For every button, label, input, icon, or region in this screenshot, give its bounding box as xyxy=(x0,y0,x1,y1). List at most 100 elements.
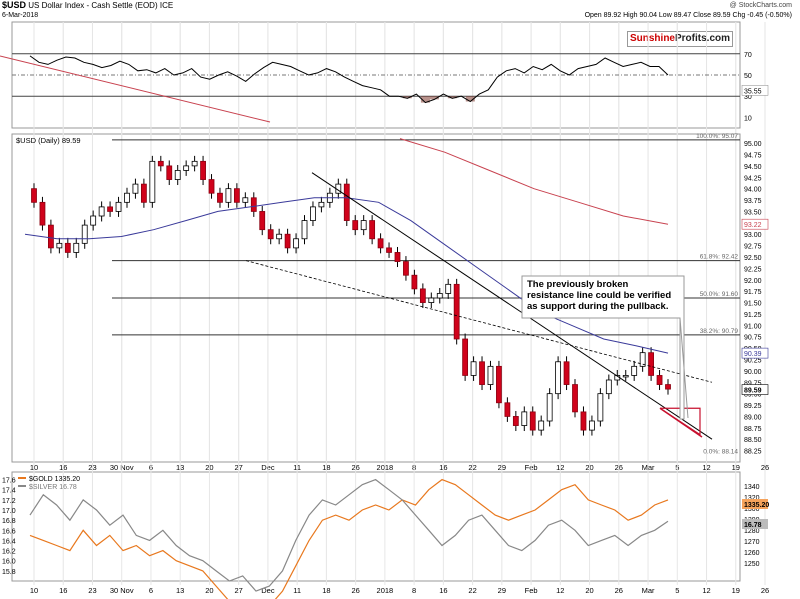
x-tick-label-metals: 11 xyxy=(293,586,301,595)
candle-body xyxy=(411,274,418,290)
candle-body xyxy=(98,206,105,217)
metals-right-tick: 1320 xyxy=(744,495,760,502)
candle-body xyxy=(369,220,376,240)
x-tick-label-metals: 16 xyxy=(439,586,447,595)
usd-y-tick: 92.75 xyxy=(744,244,762,251)
resistance-trendline xyxy=(311,172,713,440)
chart-title: $USD US Dollar Index - Cash Settle (EOD)… xyxy=(2,0,174,11)
candle-body xyxy=(174,170,181,180)
candle-body xyxy=(403,261,409,276)
candle-body xyxy=(648,352,654,376)
candle-body xyxy=(436,293,443,299)
usd-y-tick: 95.00 xyxy=(744,141,762,148)
metals-right-tick: 1250 xyxy=(744,561,760,568)
rsi-y-tick: 10 xyxy=(744,115,752,122)
candle-body xyxy=(470,361,477,376)
metals-left-tick: 17.2 xyxy=(2,498,16,505)
x-tick-label-metals: 19 xyxy=(732,586,740,595)
x-tick-label-metals: 22 xyxy=(468,586,476,595)
candle-body xyxy=(572,384,578,413)
candle-body xyxy=(546,393,553,422)
candle-body xyxy=(419,288,426,303)
x-tick-label-metals: 18 xyxy=(322,586,330,595)
metals-left-tick: 15.8 xyxy=(2,569,16,576)
metals-right-tick: 1340 xyxy=(744,484,760,491)
candle-body xyxy=(284,233,291,249)
metals-value-box xyxy=(742,499,768,509)
metals-legend-label: $SILVER 16.78 xyxy=(29,484,77,491)
candle-body xyxy=(132,183,139,194)
candle-body xyxy=(90,215,97,226)
candle-body xyxy=(217,192,223,203)
candle-body xyxy=(107,206,113,212)
x-tick-label-metals: 26 xyxy=(351,586,359,595)
x-tick-label-metals: 5 xyxy=(675,586,679,595)
candle-body xyxy=(504,402,511,417)
rsi-y-tick: 50 xyxy=(744,73,752,80)
usd-y-tick: 93.50 xyxy=(744,209,762,216)
metals-left-tick: 16.0 xyxy=(2,559,16,566)
candle-body xyxy=(453,283,460,340)
x-tick-label-metals: 26 xyxy=(761,586,769,595)
metals-left-tick: 16.6 xyxy=(2,528,16,535)
candle-body xyxy=(479,361,485,385)
usd-y-tick: 94.00 xyxy=(744,187,762,194)
candle-body xyxy=(208,179,215,194)
candle-body xyxy=(318,201,325,208)
candle-body xyxy=(115,201,122,212)
usd-y-tick: 89.25 xyxy=(744,403,762,410)
candle-body xyxy=(157,160,164,167)
usd-long-moving-average xyxy=(399,138,669,225)
candle-body xyxy=(39,201,46,226)
usd-y-tick: 91.50 xyxy=(744,301,762,308)
candle-body xyxy=(267,229,274,240)
x-tick-label-metals: 16 xyxy=(59,586,67,595)
copyright: @ StockCharts.com xyxy=(729,2,792,9)
usd-y-tick: 94.50 xyxy=(744,164,762,171)
candle-body xyxy=(487,365,494,385)
x-tick-label-metals: 29 xyxy=(498,586,506,595)
usd-y-tick: 88.75 xyxy=(744,426,762,433)
candle-body xyxy=(56,242,63,249)
usd-y-tick: 94.25 xyxy=(744,175,762,182)
analysis-annotation: The previously broken resistance line co… xyxy=(527,279,672,312)
candle-body xyxy=(140,183,147,203)
metals-left-tick: 17.0 xyxy=(2,508,16,515)
usd-y-tick: 90.75 xyxy=(744,335,762,342)
candle-body xyxy=(276,233,283,240)
ohlc-readout: Open 89.92 High 90.04 Low 89.47 Close 89… xyxy=(584,12,792,19)
metals-right-tick: 1300 xyxy=(744,506,760,513)
x-tick-label-metals: Dec xyxy=(261,586,275,595)
candle-body xyxy=(665,384,671,390)
candle-body xyxy=(64,242,71,253)
metals-value-box xyxy=(742,519,768,529)
metals-right-tick: 1270 xyxy=(744,539,760,546)
x-tick-label-metals: 13 xyxy=(176,586,184,595)
metals-right-tick: 1280 xyxy=(744,528,760,535)
candle-body xyxy=(428,297,435,303)
chart-date: 6-Mar-2018 xyxy=(2,12,39,19)
x-tick-label-metals: 8 xyxy=(412,586,416,595)
x-tick-label-metals: 12 xyxy=(556,586,564,595)
dashed-support-line xyxy=(245,260,713,383)
x-tick-label-metals: Feb xyxy=(525,586,538,595)
metals-right-tick: 1260 xyxy=(744,550,760,557)
usd-value-label: 93.22 xyxy=(744,222,762,229)
candle-body xyxy=(445,283,452,294)
usd-value-box xyxy=(741,218,769,230)
candle-body xyxy=(639,352,646,367)
usd-y-tick: 92.25 xyxy=(744,266,762,273)
candle-body xyxy=(48,224,54,249)
metals-left-tick: 17.6 xyxy=(2,478,16,485)
usd-y-tick: 92.00 xyxy=(744,278,762,285)
metals-series-line-gold xyxy=(29,478,669,599)
rsi-value-label: 35.55 xyxy=(744,88,762,95)
candle-body xyxy=(352,220,359,231)
candle-body xyxy=(360,220,367,231)
candle-body xyxy=(580,411,587,431)
candle-body xyxy=(31,188,37,203)
target-line xyxy=(659,407,703,438)
usd-y-tick: 94.75 xyxy=(744,153,762,160)
x-tick-label-metals: 20 xyxy=(205,586,213,595)
fib-level-label: 100.0%: 95.07 xyxy=(696,133,738,140)
